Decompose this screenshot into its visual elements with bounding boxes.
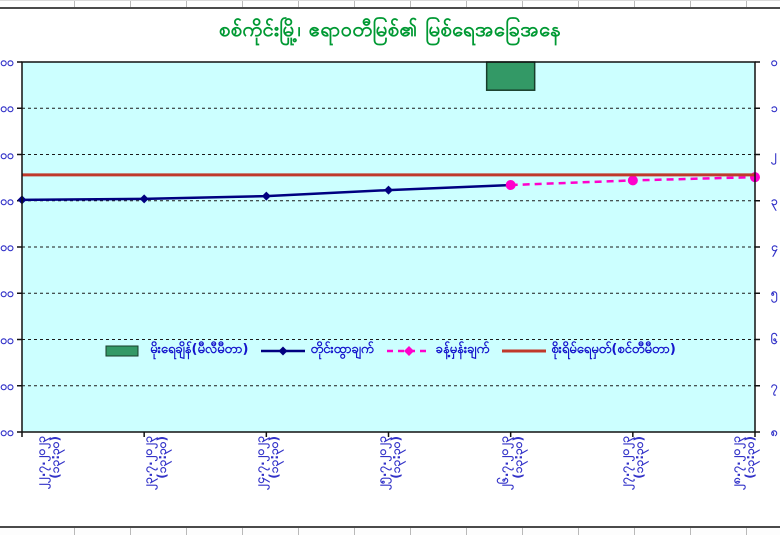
y-axis-tick-label-right: ၇ bbox=[771, 378, 778, 393]
spreadsheet-cells-strip-top bbox=[0, 0, 780, 8]
x-axis-label-time: (၁၃:၃၀) bbox=[155, 436, 169, 479]
y-axis-tick-label-right: ၃ bbox=[771, 193, 778, 208]
y-axis-tick-label-right: ၈ bbox=[771, 425, 778, 439]
x-axis-label-date: ၂၅.၇.၂၀၂၃ bbox=[375, 436, 389, 490]
y-axis-tick-label-left: ၀၀ bbox=[0, 332, 15, 347]
legend-item: တိုင်းထွာချက် bbox=[261, 341, 374, 360]
y-axis-tick-label-left: ၀၀ bbox=[0, 101, 15, 116]
y-axis-tick-label-left: ၀၀ bbox=[0, 147, 15, 162]
legend-item: ခန့်မှန်းချက် bbox=[386, 341, 490, 360]
y-axis-tick-label-left: ၀၀ bbox=[0, 193, 15, 208]
observed-marker-diamond bbox=[139, 194, 149, 204]
x-axis-label-time: (၁၃:၃၀) bbox=[267, 436, 281, 479]
y-axis-tick-label-right: ၁ bbox=[771, 101, 778, 116]
x-axis-label-date: ၂၈.၇.၂၀၂၃ bbox=[729, 436, 743, 490]
spreadsheet-cells-strip-bottom bbox=[0, 528, 780, 535]
x-axis-label-date: ၂၆.၇.၂၀၂၃ bbox=[497, 436, 511, 490]
forecast-marker-circle bbox=[505, 180, 516, 191]
y-axis-tick-label-left: ၀၀ bbox=[0, 286, 15, 301]
x-axis-label-date: ၂၃.၇.၂၀၂၃ bbox=[141, 436, 155, 490]
chart-frame-border-top bbox=[0, 7, 780, 9]
y-axis-tick-label-right: ၄ bbox=[771, 240, 778, 254]
x-axis-label-date: ၂၄.၇.၂၀၂၃ bbox=[253, 436, 267, 490]
x-axis-label-time: (၁၃:၃၀) bbox=[389, 436, 403, 479]
chart-canvas bbox=[17, 61, 760, 437]
y-axis-tick-label-right: ၆ bbox=[771, 332, 778, 347]
y-axis-tick-label-left: ၀၀ bbox=[0, 240, 15, 254]
y-axis-tick-label-left: ၀၀ bbox=[0, 425, 15, 439]
x-axis-label-time: (၁၃:၃၀) bbox=[632, 436, 646, 479]
y-axis-tick-label-right: ၂ bbox=[771, 147, 777, 162]
legend-item: စိုးရိမ်ရေမှတ်(စင်တီမီတာ) bbox=[502, 341, 676, 360]
y-axis-tick-label-right: ၀ bbox=[771, 55, 778, 69]
chart-title: စစ်ကိုင်းမြို့၊ ဧရာဝတီမြစ်၏ မြစ်ရေအခြေအန… bbox=[219, 17, 561, 41]
legend-swatch-danger-line bbox=[502, 349, 547, 352]
observed-marker-diamond bbox=[384, 185, 393, 195]
forecast-marker-circle bbox=[627, 175, 638, 186]
x-axis-label-time: (၁၃:၃၀) bbox=[511, 436, 525, 479]
legend-swatch-rainfall-bar bbox=[105, 345, 139, 356]
legend-item: မိုးရေချိန်(မီလီမီတာ) bbox=[101, 341, 248, 360]
chart-legend: မိုးရေချိန်(မီလီမီတာ) တိုင်းထွာချက် ခန့်မှ… bbox=[22, 341, 755, 360]
y-axis-tick-label-right: ၅ bbox=[771, 286, 778, 301]
legend-swatch-forecast-line bbox=[386, 345, 431, 356]
plot-area bbox=[17, 61, 760, 437]
plot-border bbox=[21, 61, 756, 433]
legend-swatch-observed-line bbox=[261, 346, 306, 355]
x-axis-label-date: ၂၂.၇.၂၀၂၃ bbox=[34, 436, 48, 489]
y-axis-tick-label-left: ၀၀ bbox=[0, 378, 15, 393]
rainfall-bar bbox=[485, 61, 536, 91]
legend-item-label: ခန့်မှန်းချက် bbox=[435, 342, 490, 357]
legend-item-label: မိုးရေချိန်(မီလီမီတာ) bbox=[150, 342, 249, 357]
legend-item-label: စိုးရိမ်ရေမှတ်(စင်တီမီတာ) bbox=[551, 342, 676, 357]
x-axis-label-date: ၂၇.၇.၂၀၂၃ bbox=[618, 436, 632, 490]
legend-item-label: တိုင်းထွာချက် bbox=[310, 342, 374, 357]
chart-frame-border-bottom bbox=[0, 526, 780, 528]
observed-marker-diamond bbox=[261, 191, 271, 201]
x-axis-label-time: (၁၃:၃၀) bbox=[48, 436, 62, 479]
x-axis-label-time: (၁၃:၃၀) bbox=[743, 436, 757, 479]
y-axis-tick-label-left: ၀၀ bbox=[0, 55, 15, 69]
